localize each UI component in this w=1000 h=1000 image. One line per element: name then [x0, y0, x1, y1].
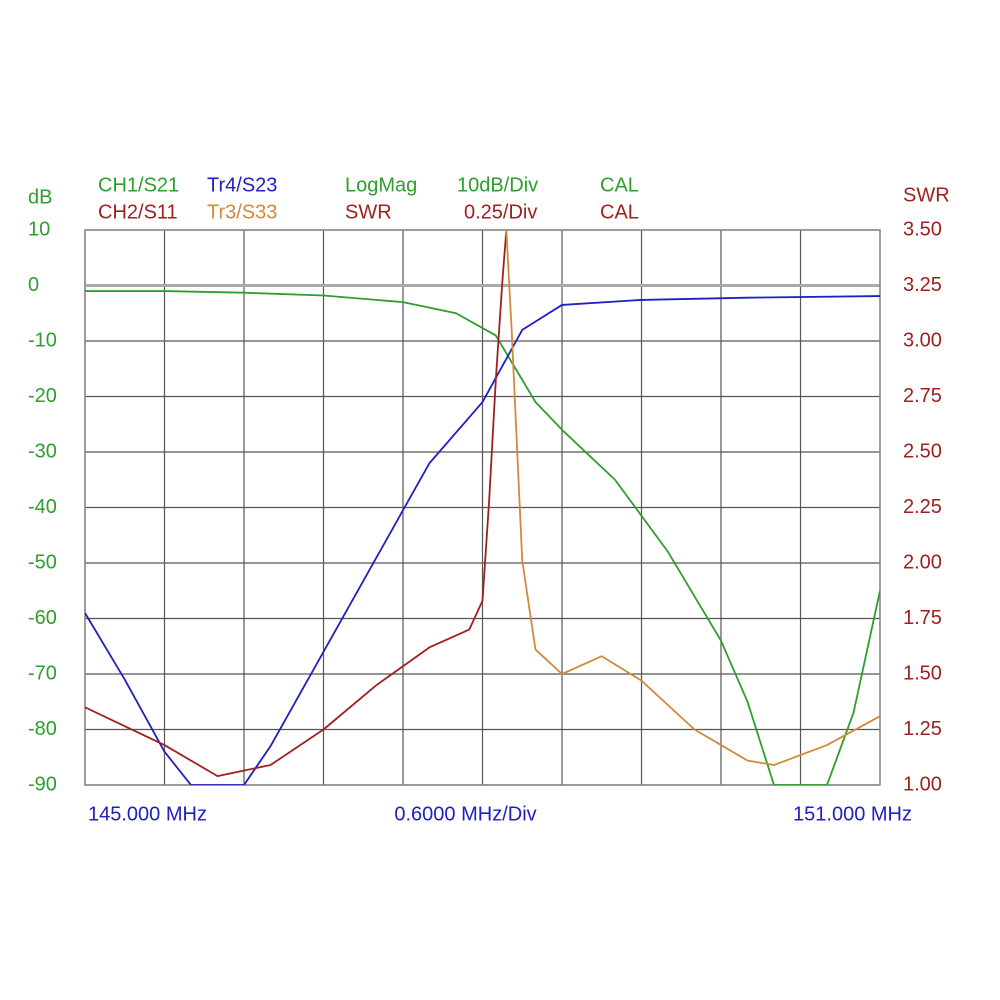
y2-tick-label: 1.00 [903, 773, 942, 795]
annotation: CAL [600, 201, 639, 223]
y-tick-label: -10 [28, 329, 57, 351]
y-tick-label: -20 [28, 385, 57, 407]
trace-line [85, 295, 880, 785]
y-axis-label: dB [28, 186, 52, 208]
y2-tick-label: 2.25 [903, 496, 942, 518]
y-tick-label: -60 [28, 607, 57, 629]
trace-line [85, 290, 880, 785]
y-tick-label: 0 [28, 274, 39, 296]
annotation: LogMag [345, 174, 417, 196]
y-tick-label: -80 [28, 718, 57, 740]
traces [85, 230, 880, 785]
plot-frame [84, 229, 881, 786]
y2-tick-label: 1.75 [903, 607, 942, 629]
y-tick-label: -70 [28, 662, 57, 684]
y-tick-label: -50 [28, 551, 57, 573]
x-tick-label: 145.000 MHz [88, 803, 207, 825]
trace-line [505, 230, 880, 766]
x-tick-label: 151.000 MHz [793, 803, 912, 825]
annotation: 0.25/Div [464, 201, 537, 223]
y2-tick-label: 2.50 [903, 440, 942, 462]
y2-tick-label: 1.50 [903, 662, 942, 684]
annotation: 10dB/Div [457, 174, 538, 196]
x-div-label: 0.6000 MHz/Div [394, 803, 536, 825]
annotation: SWR [345, 201, 392, 223]
legend-entry: Tr4/S23 [207, 174, 277, 196]
legend-entry: CH1/S21 [98, 174, 179, 196]
legend-entry: Tr3/S33 [207, 201, 277, 223]
y-tick-label: -30 [28, 440, 57, 462]
trace-line [85, 230, 508, 778]
y2-axis-label: SWR [903, 184, 950, 206]
y2-tick-label: 1.25 [903, 718, 942, 740]
legend-entry: CH2/S11 [98, 201, 178, 223]
y-tick-label: -90 [28, 773, 57, 795]
annotation: CAL [600, 174, 639, 196]
y2-tick-label: 2.75 [903, 385, 942, 407]
y2-tick-label: 3.25 [903, 274, 942, 296]
y2-tick-label: 2.00 [903, 551, 942, 573]
y2-tick-label: 3.50 [903, 218, 942, 240]
y2-tick-label: 3.00 [903, 329, 942, 351]
y-tick-label: -40 [28, 496, 57, 518]
y-tick-label: 10 [28, 218, 50, 240]
